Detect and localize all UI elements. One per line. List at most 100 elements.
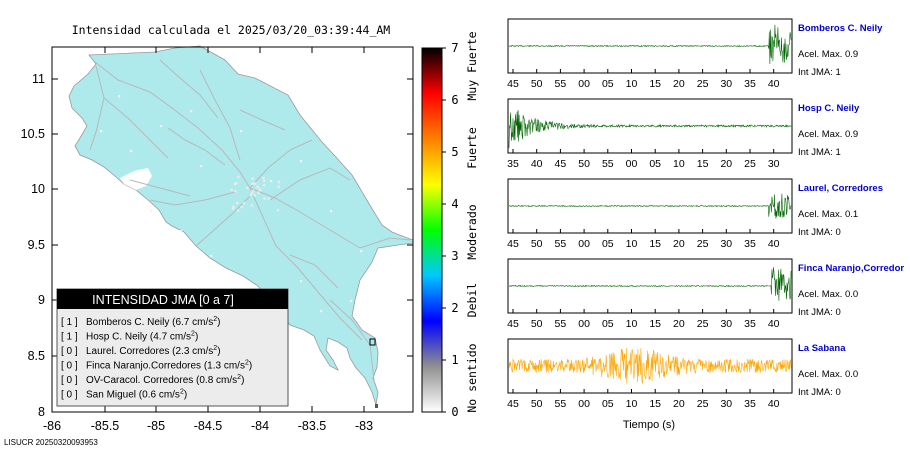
- time-tick-label: 20: [673, 78, 685, 90]
- road: [103, 97, 169, 159]
- x-tick-label: -83: [355, 419, 373, 433]
- time-tick-label: 10: [673, 158, 685, 170]
- time-tick-label: 10: [626, 78, 638, 90]
- colorbar-category-label: Fuerte: [465, 127, 479, 169]
- town-dot: [360, 250, 363, 253]
- y-tick-label: 8: [38, 405, 45, 419]
- station-name: Hosp C. Neily: [798, 103, 860, 114]
- road: [89, 65, 105, 151]
- time-tick-label: 40: [531, 158, 543, 170]
- time-tick-label: 30: [720, 238, 732, 250]
- time-tick-label: 00: [578, 78, 590, 90]
- time-tick-label: 05: [602, 398, 614, 410]
- town-dot: [235, 201, 239, 205]
- time-tick-label: 15: [649, 238, 661, 250]
- road: [167, 127, 226, 166]
- time-tick-label: 00: [626, 158, 638, 170]
- town-dot: [276, 208, 280, 212]
- time-tick-label: 20: [673, 398, 685, 410]
- road: [289, 254, 339, 289]
- station-max-acceleration: Acel. Max. 0.9: [798, 129, 858, 140]
- seismic-trace: [508, 267, 792, 301]
- time-tick-label: 25: [697, 78, 709, 90]
- time-tick-label: 35: [507, 158, 519, 170]
- town-dot: [300, 280, 303, 283]
- colorbar-tick-label: 2: [451, 301, 458, 315]
- time-tick-label: 45: [507, 318, 519, 330]
- time-tick-label: 15: [649, 318, 661, 330]
- town-dot: [251, 189, 254, 193]
- y-tick-label: 8.5: [28, 349, 45, 363]
- time-tick-label: 30: [720, 78, 732, 90]
- time-tick-label: 40: [768, 318, 780, 330]
- time-tick-label: 35: [744, 78, 756, 90]
- time-tick-label: 50: [531, 318, 543, 330]
- town-dot: [240, 205, 243, 209]
- town-dot: [190, 110, 193, 113]
- town-dot: [251, 177, 254, 180]
- town-dot: [200, 165, 203, 168]
- time-tick-label: 10: [626, 238, 638, 250]
- time-tick-label: 55: [555, 318, 567, 330]
- town-dot: [235, 182, 238, 185]
- map-title: Intensidad calculada el 2025/03/20_03:39…: [72, 23, 391, 37]
- town-dot: [150, 210, 153, 213]
- town-dot: [160, 125, 163, 128]
- time-tick-label: 05: [649, 158, 661, 170]
- road: [239, 109, 286, 131]
- legend-station-entry: Laurel. Corredores (2.3 cm/s2): [86, 345, 221, 357]
- legend-station-entry: Bomberos C. Neily (6.7 cm/s2): [86, 316, 221, 328]
- town-dot: [250, 204, 254, 207]
- time-tick-label: 30: [768, 158, 780, 170]
- town-dot: [246, 186, 249, 190]
- legend-title: INTENSIDAD JMA [0 a 7]: [92, 293, 234, 307]
- town-dot: [267, 197, 270, 200]
- station-name: Bomberos C. Neily: [798, 23, 883, 34]
- town-dot: [232, 207, 235, 210]
- legend-jma-value: [ 0 ]: [61, 390, 78, 401]
- town-dot: [256, 185, 259, 189]
- time-tick-label: 55: [602, 158, 614, 170]
- colorbar-tick-label: 7: [451, 41, 458, 55]
- time-tick-label: 25: [744, 158, 756, 170]
- time-tick-label: 05: [602, 318, 614, 330]
- legend-rows: [ 1 ] Bomberos C. Neily (6.7 cm/s2) [ 1 ] H…: [61, 316, 252, 401]
- town-dot: [262, 176, 265, 180]
- town-dot: [130, 150, 133, 153]
- intensity-legend: INTENSIDAD JMA [0 a 7] [ 1 ] Bomberos C. …: [56, 288, 289, 407]
- town-markers: [100, 95, 363, 313]
- time-tick-label: 35: [744, 238, 756, 250]
- time-tick-label: 50: [531, 78, 543, 90]
- colorbar-category-label: Debil: [465, 283, 479, 318]
- time-tick-label: 55: [555, 238, 567, 250]
- colorbar-tick-label: 6: [451, 93, 458, 107]
- time-tick-label: 25: [697, 238, 709, 250]
- legend-jma-value: [ 1 ]: [61, 317, 78, 328]
- colorbar-tick-label: 3: [451, 249, 458, 263]
- y-tick-label: 11: [32, 72, 45, 86]
- town-dot: [252, 182, 255, 185]
- map-frame: [51, 46, 414, 413]
- time-tick-label: 30: [720, 398, 732, 410]
- waveform-panel: 45 50 55 00 05 10 15 20 25 30 35 40 La Sabana Acel. M…: [507, 338, 858, 410]
- town-dot: [259, 188, 262, 191]
- station-max-acceleration: Acel. Max. 0.1: [798, 209, 858, 220]
- road: [129, 179, 191, 197]
- colorbar-category-label: Muy Fuerte: [465, 31, 479, 100]
- colorbar-category-label: Moderado: [465, 204, 479, 259]
- time-tick-label: 50: [578, 158, 590, 170]
- time-tick-label: 50: [531, 398, 543, 410]
- time-tick-label: 55: [555, 398, 567, 410]
- waveform-panel: 45 50 55 00 05 10 15 20 25 30 35 40 Bomberos C. Neil…: [507, 18, 883, 90]
- seismic-trace: [508, 109, 792, 148]
- time-tick-label: 45: [507, 78, 519, 90]
- colorbar-ticks: 0 1 2 3 4 5 6 7: [442, 41, 459, 419]
- time-tick-label: 25: [697, 318, 709, 330]
- road: [249, 187, 411, 249]
- time-tick-label: 50: [531, 238, 543, 250]
- waveform-panel: 35 40 45 50 55 00 05 10 15 20 25 30 Hosp C. Neily Ace…: [507, 98, 860, 170]
- station-jma-intensity: Int JMA: 1: [798, 67, 841, 78]
- time-tick-label: 20: [720, 158, 732, 170]
- y-tick-label: 9.5: [28, 238, 45, 252]
- town-dot: [262, 184, 266, 187]
